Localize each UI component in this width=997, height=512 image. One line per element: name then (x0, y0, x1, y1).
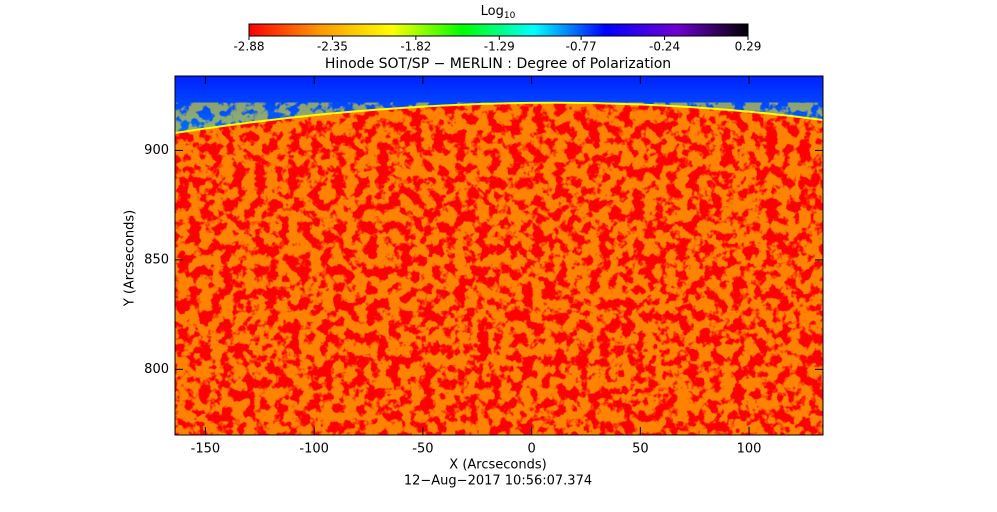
colorbar-tick-label: -1.82 (400, 40, 431, 54)
colorbar-tick-label: -0.24 (649, 40, 680, 54)
x-tick-label: 100 (737, 442, 762, 457)
colorbar-label-sub: 10 (504, 11, 516, 21)
colorbar-tick-label: -2.88 (233, 40, 264, 54)
colorbar-label-main: Log (481, 4, 504, 19)
footer-date: 12−Aug−2017 10:56:07.374 (404, 474, 592, 489)
y-tick-label: 800 (144, 362, 169, 377)
chart-title: Hinode SOT/SP − MERLIN : Degree of Polar… (325, 56, 671, 72)
x-axis-label: X (Arcseconds) (449, 458, 546, 473)
colorbar-tick-label: 0.29 (735, 40, 762, 54)
colorbar-tick-label: -1.29 (484, 40, 515, 54)
colorbar-tick-label: -0.77 (566, 40, 597, 54)
y-axis-label: Y (Arcseconds) (123, 210, 138, 307)
colorbar (248, 23, 749, 37)
x-tick-label: 50 (632, 442, 649, 457)
colorbar-label: Log10 (481, 4, 516, 21)
x-tick-label: -100 (299, 442, 329, 457)
heatmap-image (175, 76, 823, 435)
plot-frame (174, 75, 824, 436)
y-tick-label: 900 (144, 143, 169, 158)
x-tick-label: 0 (527, 442, 535, 457)
y-tick-label: 850 (144, 252, 169, 267)
colorbar-tick-label: -2.35 (317, 40, 348, 54)
x-tick-label: -50 (412, 442, 433, 457)
x-tick-label: -150 (191, 442, 221, 457)
